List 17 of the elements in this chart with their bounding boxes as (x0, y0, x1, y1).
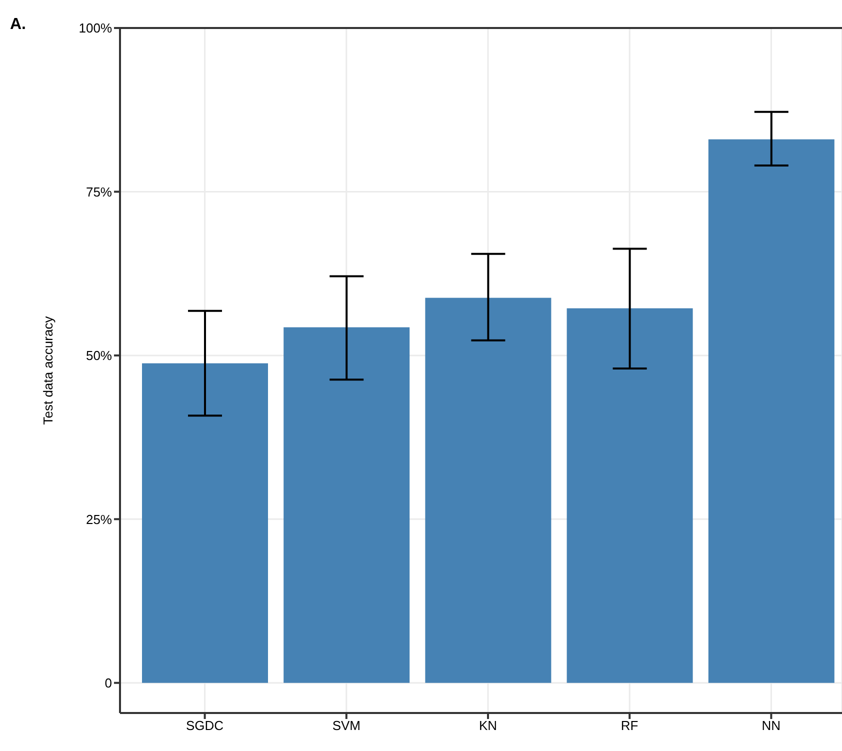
chart-title: A. (10, 16, 26, 34)
y-tick-label: 25% (86, 512, 112, 527)
x-tick-label: SVM (332, 718, 360, 734)
x-tick-label: SGDC (186, 718, 224, 734)
x-tick-label: KN (478, 718, 498, 734)
bar (425, 298, 552, 683)
bar (708, 139, 834, 683)
y-tick-label: 50% (86, 348, 112, 364)
bar (284, 327, 410, 683)
bar (566, 308, 693, 683)
y-axis-title: Test data accuracy (40, 316, 56, 425)
x-tick-label: NN (762, 718, 781, 734)
bar (142, 363, 268, 683)
y-tick-label: 0 (104, 675, 112, 690)
x-tick-label: RF (620, 718, 638, 734)
y-tick-label: 75% (86, 184, 112, 200)
y-tick-label: 100% (78, 20, 112, 36)
